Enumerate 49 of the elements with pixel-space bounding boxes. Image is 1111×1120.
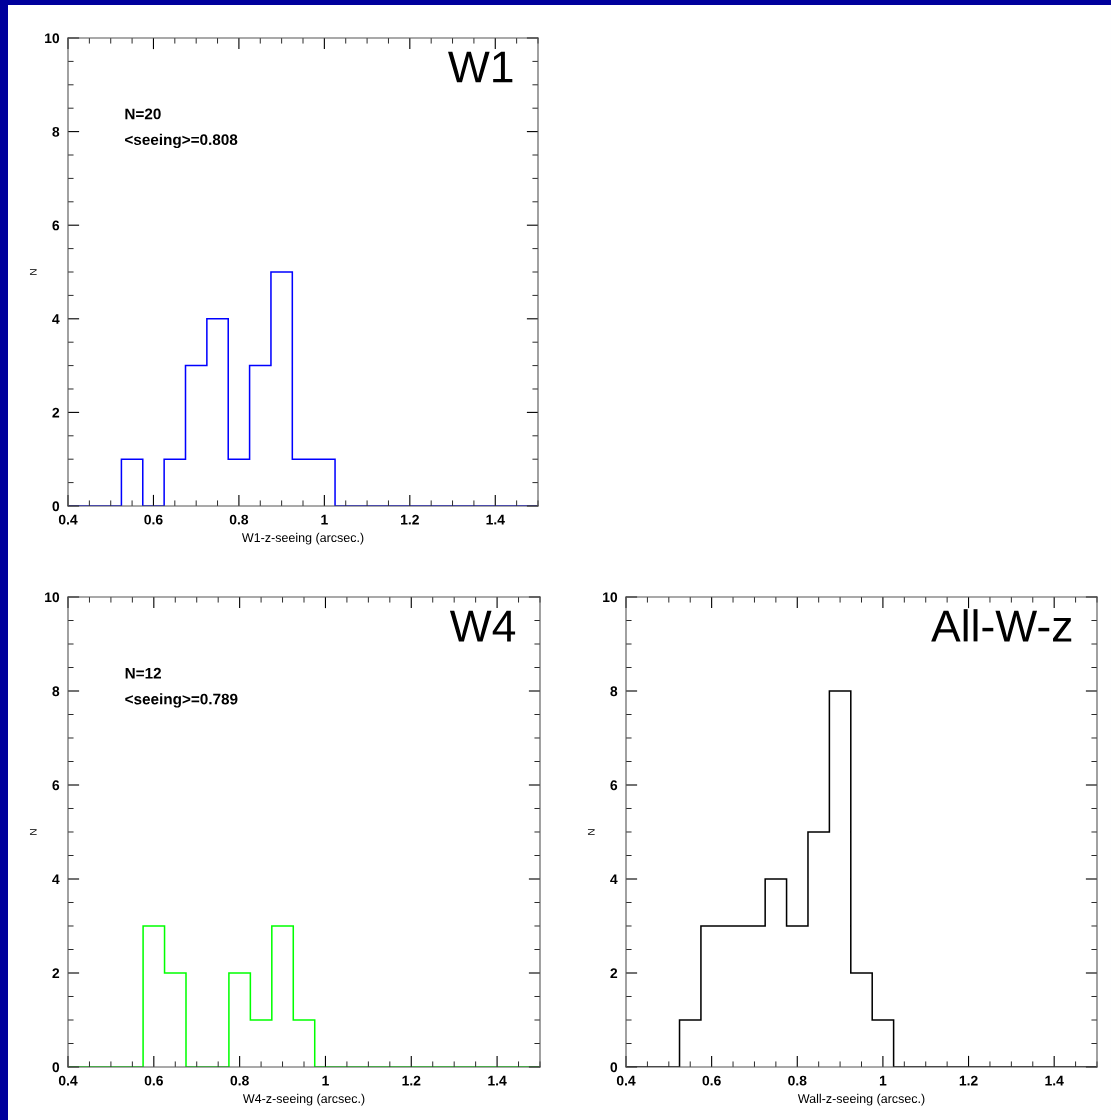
y-tick-label: 4 [52, 874, 60, 885]
y-tick-label: 0 [610, 1062, 618, 1073]
y-tick-label: 10 [45, 33, 60, 44]
x-tick-label: 0.6 [144, 514, 163, 525]
y-tick-label: 8 [52, 686, 60, 697]
y-tick-label: 8 [52, 126, 60, 137]
y-tick-label: 10 [45, 592, 60, 603]
y-tick-label: 10 [603, 592, 618, 603]
y-tick-label: 6 [610, 780, 618, 791]
x-tick-label: 0.4 [58, 1075, 78, 1086]
y-tick-label: 4 [610, 874, 618, 885]
x-tick-label: 1.2 [402, 1075, 421, 1086]
x-tick-label: 1 [321, 514, 328, 525]
y-tick-label: 2 [52, 407, 60, 418]
y-tick-label: 8 [610, 686, 618, 697]
chart-title: W4 [449, 610, 516, 642]
x-tick-label: 0.6 [702, 1075, 721, 1086]
x-tick-label: 1.4 [1045, 1075, 1064, 1086]
y-axis-title: N [29, 829, 37, 835]
y-tick-label: 2 [610, 968, 618, 979]
x-tick-label: 0.6 [144, 1075, 163, 1086]
x-axis-title: W1-z-seeing (arcsec.) [241, 532, 364, 545]
y-axis-title: N [587, 829, 595, 835]
annotation: N=20 [125, 108, 161, 120]
x-tick-label: 0.8 [788, 1075, 807, 1086]
x-axis-title: Wall-z-seeing (arcsec.) [797, 1093, 925, 1106]
chart-title: All-W-z [931, 609, 1072, 642]
x-tick-label: 0.4 [58, 514, 78, 525]
y-tick-label: 0 [52, 501, 60, 512]
x-tick-label: 1.4 [486, 514, 505, 525]
x-tick-label: 1 [322, 1075, 329, 1086]
annotation: <seeing>=0.789 [125, 693, 238, 708]
x-tick-label: 1.4 [488, 1075, 507, 1086]
chart-title: W1 [448, 51, 513, 83]
y-tick-label: 4 [52, 314, 60, 324]
y-tick-label: 6 [52, 780, 60, 791]
x-tick-label: 1.2 [401, 514, 419, 525]
y-tick-label: 2 [52, 968, 60, 979]
y-axis-title: N [29, 269, 37, 275]
x-tick-label: 0.8 [230, 1075, 249, 1086]
x-tick-label: 1 [879, 1075, 887, 1086]
x-axis-title: W4-z-seeing (arcsec.) [242, 1093, 365, 1106]
annotation: N=12 [125, 667, 161, 679]
x-tick-label: 0.8 [229, 514, 249, 525]
y-tick-label: 6 [52, 220, 60, 231]
x-tick-label: 0.4 [616, 1075, 636, 1086]
x-tick-label: 1.2 [959, 1075, 978, 1086]
y-tick-label: 0 [52, 1062, 60, 1073]
annotation: <seeing>=0.808 [125, 133, 238, 149]
